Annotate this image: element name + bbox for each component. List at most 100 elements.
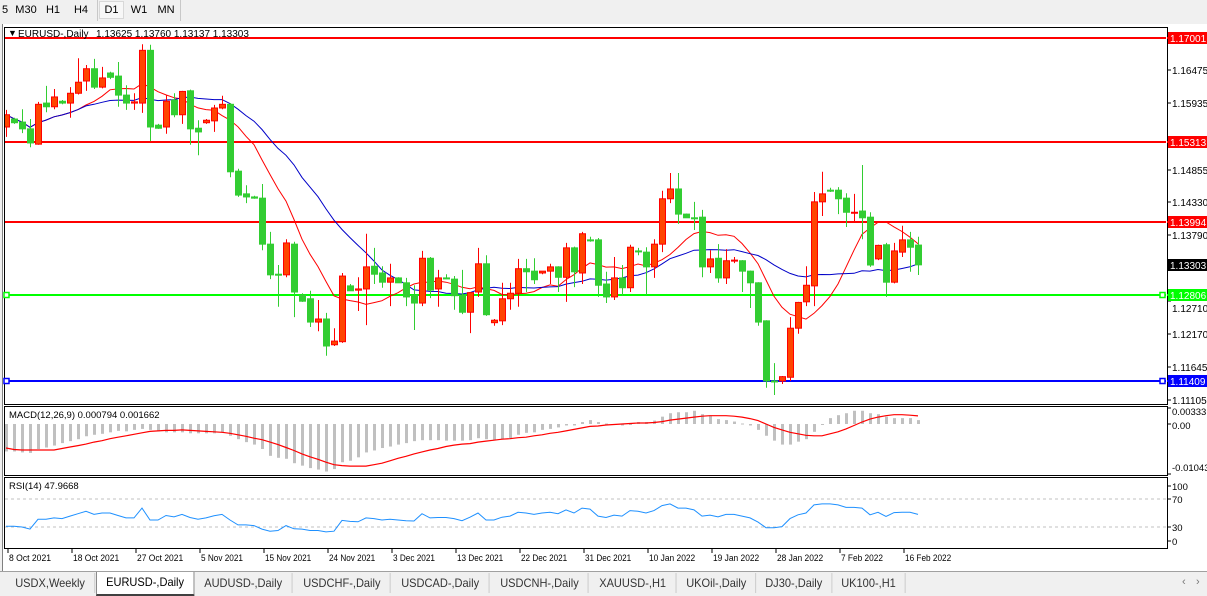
macd-histogram-bar [229, 424, 232, 436]
bullish-candle [539, 270, 546, 275]
candle-body [771, 380, 778, 383]
candle-body [819, 193, 826, 203]
candle-body [515, 268, 522, 294]
candle-body [187, 90, 194, 130]
chart-tab[interactable]: USDCHF-,Daily [294, 573, 391, 593]
chart-tab[interactable]: USDCNH-,Daily [491, 573, 589, 593]
macd-histogram-bar [701, 414, 704, 424]
timeframe-m15-button[interactable]: 5 [1, 4, 9, 16]
bearish-candle [147, 44, 154, 142]
date-label: 18 Oct 2021 [73, 553, 119, 564]
macd-histogram-bar [245, 424, 248, 443]
tabs-scroll-left-button[interactable]: ‹ [1182, 576, 1186, 588]
bearish-candle [619, 265, 626, 296]
candle-body [171, 99, 178, 116]
chart-tab[interactable]: XAUUSD-,H1 [590, 573, 677, 593]
bearish-candle [27, 119, 34, 148]
bullish-candle [315, 299, 322, 332]
candle-body [707, 258, 714, 268]
macd-histogram-bar [541, 424, 544, 430]
chart-window[interactable]: ▼ EURUSD-,Daily 1.13625 1.13760 1.13137 … [0, 22, 1207, 571]
macd-histogram-bar [125, 424, 128, 432]
level-label: 1.15313 [1170, 138, 1207, 149]
level-handle-right[interactable] [1159, 377, 1166, 385]
macd-histogram-bar [597, 422, 600, 424]
macd-histogram-bar [157, 424, 160, 432]
chart-tab[interactable]: USDX,Weekly [6, 573, 96, 593]
level-handle-left[interactable] [3, 291, 10, 299]
macd-histogram-bar [677, 412, 680, 424]
candle-body [299, 294, 306, 302]
macd-histogram-bar [453, 424, 456, 441]
timeframe-d1-button[interactable]: D1 [99, 1, 124, 19]
bullish-candle [851, 193, 858, 223]
collapse-arrow-icon[interactable]: ▼ [8, 28, 17, 38]
candle-body [323, 318, 330, 347]
bearish-candle [235, 168, 242, 197]
macd-histogram-bar [133, 424, 136, 430]
macd-histogram-bar [405, 424, 408, 444]
timeframe-w1-button[interactable]: W1 [130, 4, 148, 16]
macd-histogram-bar [37, 424, 40, 449]
macd-histogram-bar [373, 424, 376, 451]
candle-body [387, 277, 394, 283]
chart-tab[interactable]: USDCAD-,Daily [392, 573, 490, 593]
level-handle-right[interactable] [1159, 291, 1166, 299]
chart-tab[interactable]: UKOil-,Daily [677, 573, 757, 593]
bullish-candle [507, 282, 514, 310]
macd-histogram-bar [213, 424, 216, 434]
macd-histogram-bar [861, 410, 864, 424]
timeframe-mn-button[interactable]: MN [157, 4, 175, 16]
bearish-candle [643, 247, 650, 296]
chart-tab[interactable]: DJ30-,Daily [756, 573, 833, 593]
timeframe-h1-button[interactable]: H1 [45, 4, 61, 16]
macd-histogram-bar [77, 424, 80, 440]
timeframe-h4-button[interactable]: H4 [73, 4, 89, 16]
candle-body [115, 75, 122, 96]
macd-axis-label: 0.00 [1172, 421, 1191, 432]
macd-histogram-bar [573, 424, 576, 426]
candle-body [747, 270, 754, 284]
candle-body [155, 124, 162, 129]
chart-tab[interactable]: UK100-,H1 [832, 573, 907, 593]
candle-body [755, 282, 762, 323]
level-handles[interactable] [3, 291, 1166, 385]
bearish-candle [691, 201, 698, 231]
chart-tab[interactable]: EURUSD-,Daily [95, 572, 194, 596]
bearish-candle [19, 109, 26, 134]
candle-body [339, 275, 346, 343]
bullish-candle [875, 244, 882, 261]
date-label: 27 Oct 2021 [137, 553, 183, 564]
current-price-label: 1.13303 [1168, 259, 1207, 272]
macd-histogram-bar [469, 424, 472, 441]
macd-histogram-bar [533, 424, 536, 433]
level-label-bg [1168, 216, 1207, 228]
bearish-candle [11, 117, 18, 124]
bearish-candle [395, 277, 402, 284]
current-price-text: 1.13303 [1170, 261, 1207, 272]
candle-body [843, 197, 850, 213]
level-label: 1.13994 [1170, 218, 1207, 229]
candle-body [211, 107, 218, 122]
candle-body [811, 201, 818, 287]
timeframe-m30-button[interactable]: M30 [15, 4, 37, 16]
tabs-scroll-right-button[interactable]: › [1196, 576, 1200, 588]
macd-histogram-bar [621, 424, 624, 426]
chart-tab[interactable]: AUDUSD-,Daily [195, 573, 293, 593]
macd-histogram-bar [629, 424, 632, 425]
macd-axis: 0.003331 0.00 -0.01043 [1167, 407, 1207, 475]
level-handle-left[interactable] [3, 377, 10, 385]
macd-histogram-bar [21, 424, 24, 453]
bullish-candle [795, 301, 802, 334]
bullish-candle [579, 231, 586, 285]
candle-body [451, 278, 458, 297]
bullish-candle [387, 263, 394, 307]
level-label: 1.11409 [1170, 377, 1206, 388]
bearish-candle [683, 213, 690, 219]
candle-body [75, 81, 82, 94]
bearish-candle [523, 258, 530, 293]
macd-histogram-bar [789, 424, 792, 445]
macd-histogram-bar [565, 424, 568, 426]
macd-histogram-bar [549, 424, 552, 429]
candle-body [59, 100, 66, 104]
